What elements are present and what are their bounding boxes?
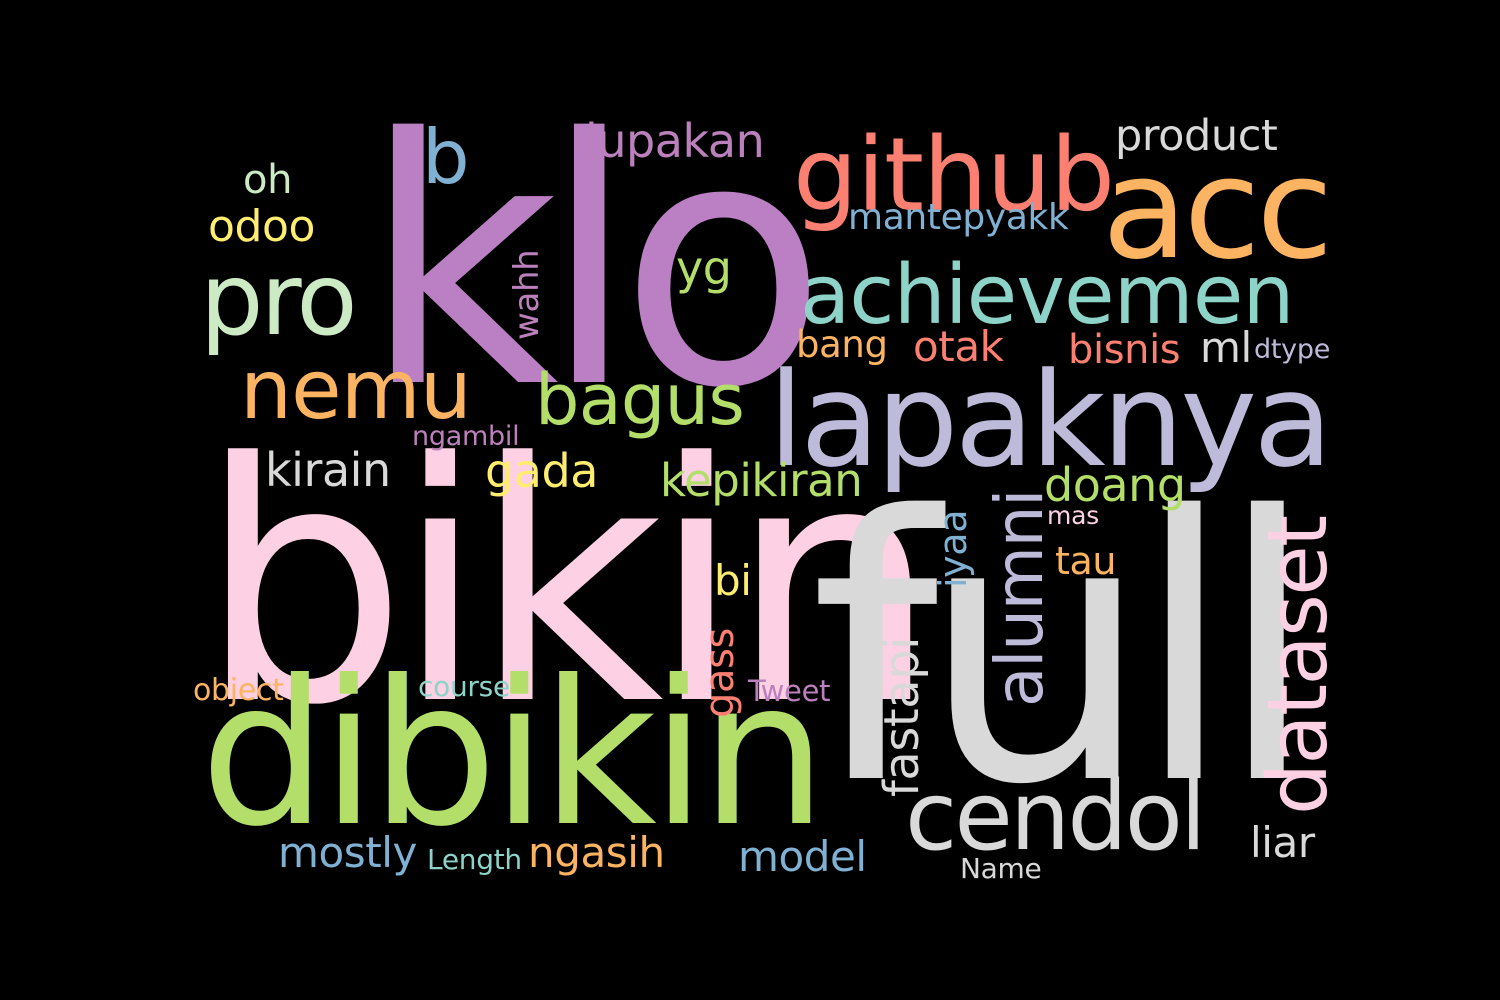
word-bisnis: bisnis <box>1068 327 1181 373</box>
word-dibikin: dibikin <box>200 638 827 871</box>
word-ngasih: ngasih <box>528 828 665 877</box>
word-mantepyakk: mantepyakk <box>848 197 1069 238</box>
word-product: product <box>1115 111 1278 161</box>
word-kepikiran: kepikiran <box>660 454 863 507</box>
word-bikin: bikin <box>198 393 938 777</box>
word-lupakan: lupakan <box>585 114 765 168</box>
word-course: course <box>418 670 510 703</box>
word-dtype: dtype <box>1254 334 1331 365</box>
word-github: github <box>793 116 1115 235</box>
word-bagus: bagus <box>535 359 745 441</box>
word-klo: klo <box>362 67 827 463</box>
word-liar: liar <box>1250 818 1315 867</box>
word-bi: bi <box>714 556 752 605</box>
word-wahh: wahh <box>507 249 547 340</box>
word-mas: mas <box>1047 501 1099 530</box>
word-cendol: cendol <box>905 762 1206 872</box>
word-alumni: alumni <box>981 489 1058 707</box>
word-odoo: odoo <box>208 201 315 252</box>
word-object: object <box>193 673 284 708</box>
word-pro: pro <box>200 241 358 358</box>
word-bang: bang <box>796 323 888 366</box>
word-gass: gass <box>697 628 743 718</box>
word-length: Length <box>427 843 522 876</box>
word-ngambil: ngambil <box>412 421 520 452</box>
word-name: Name <box>960 852 1042 885</box>
word-ml: ml <box>1200 323 1252 372</box>
word-dataset: dataset <box>1251 516 1346 815</box>
word-model: model <box>738 832 867 881</box>
word-lapaknya: lapaknya <box>768 344 1333 496</box>
word-tweet: Tweet <box>748 674 831 708</box>
word-iyaa: iyaa <box>931 509 975 588</box>
word-full: full <box>810 440 1318 865</box>
word-b: b <box>422 113 470 201</box>
word-otak: otak <box>913 322 1004 371</box>
word-doang: doang <box>1044 458 1186 512</box>
word-gada: gada <box>485 444 598 498</box>
word-achievemen: achievemen <box>800 248 1294 343</box>
word-kirain: kirain <box>265 443 391 497</box>
word-tau: tau <box>1055 539 1117 583</box>
word-acc: acc <box>1102 128 1333 291</box>
word-mostly: mostly <box>278 828 417 877</box>
word-oh: oh <box>243 157 293 203</box>
word-fastapi: fastapi <box>874 637 930 797</box>
word-yg: yg <box>676 241 732 295</box>
word-nemu: nemu <box>240 343 472 438</box>
